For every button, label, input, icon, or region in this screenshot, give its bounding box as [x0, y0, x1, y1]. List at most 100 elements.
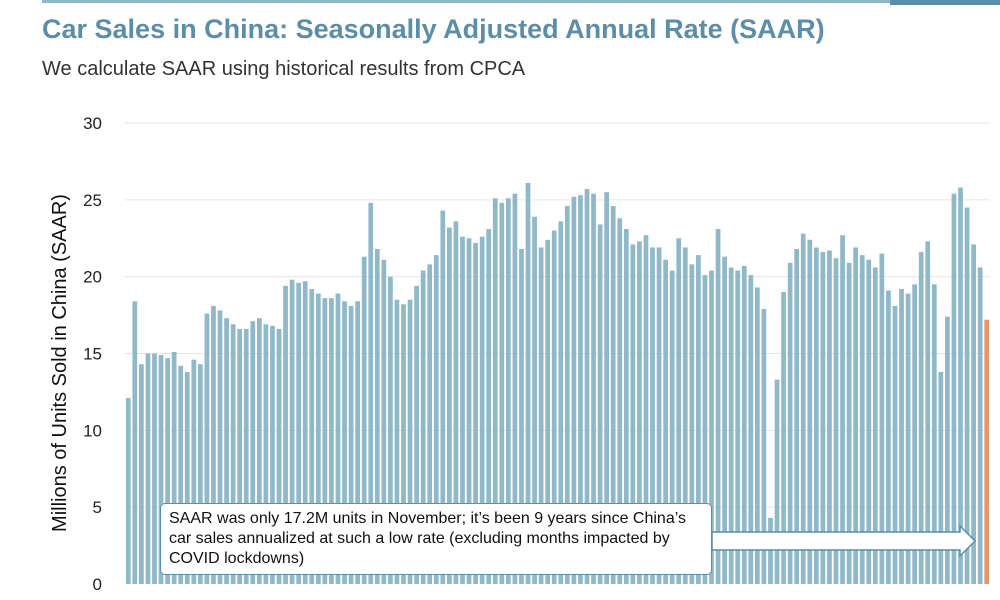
bar	[872, 267, 878, 584]
bar	[610, 205, 616, 585]
bar	[761, 308, 767, 584]
bar	[335, 293, 341, 584]
bar	[237, 328, 243, 584]
bar	[152, 353, 157, 584]
bar	[447, 227, 452, 585]
bar-highlight	[984, 319, 990, 584]
bar	[794, 249, 800, 584]
bar	[243, 328, 249, 584]
bar	[198, 364, 203, 584]
bar	[499, 202, 505, 584]
bar	[813, 247, 819, 584]
bar	[578, 195, 583, 584]
annotation-callout: SAAR was only 17.2M units in November; i…	[160, 503, 712, 575]
bar	[492, 198, 498, 585]
bar	[964, 207, 970, 584]
bar	[165, 358, 170, 584]
bar	[545, 239, 551, 585]
bar	[361, 256, 367, 584]
bar	[709, 270, 714, 584]
bar	[623, 229, 629, 584]
bar	[453, 221, 459, 584]
y-tick-label: 25	[83, 191, 102, 210]
bar	[125, 398, 131, 584]
bar	[460, 236, 465, 584]
bar	[617, 218, 623, 584]
bar	[781, 292, 786, 584]
bar	[329, 298, 334, 584]
bar	[525, 182, 531, 584]
bar	[211, 305, 216, 584]
bar	[833, 258, 839, 584]
bar	[401, 304, 406, 584]
bar	[669, 270, 675, 584]
bar	[774, 379, 780, 584]
page-subtitle: We calculate SAAR using historical resul…	[42, 58, 526, 80]
bar	[158, 355, 164, 584]
bar	[276, 328, 282, 584]
bar	[342, 301, 347, 584]
bar	[355, 301, 360, 584]
bar	[886, 290, 891, 584]
bar	[217, 310, 223, 584]
bar	[473, 242, 478, 585]
bar	[879, 253, 885, 584]
bar	[184, 371, 190, 584]
bar	[532, 216, 537, 585]
bar	[302, 281, 308, 584]
bar	[132, 301, 138, 584]
bar	[663, 259, 668, 584]
bar	[715, 229, 721, 584]
bar	[722, 256, 727, 584]
bar	[289, 279, 295, 584]
bar	[604, 192, 610, 584]
bar	[368, 202, 374, 584]
bar	[270, 325, 275, 584]
bar	[564, 205, 570, 585]
y-tick-label: 10	[83, 421, 102, 440]
bar	[912, 284, 917, 584]
bar	[958, 187, 963, 585]
bar	[931, 284, 937, 584]
bar	[374, 249, 380, 584]
bar	[139, 364, 144, 584]
bar	[768, 517, 773, 584]
bar	[191, 359, 197, 584]
y-axis-label: Millions of Units Sold in China (SAAR)	[49, 194, 71, 532]
bar	[551, 230, 557, 584]
bar	[256, 318, 262, 584]
y-tick-label: 30	[83, 114, 102, 133]
bar	[558, 221, 564, 584]
bar	[145, 353, 151, 584]
bar	[486, 229, 492, 584]
bar	[591, 193, 596, 584]
bar	[512, 193, 518, 584]
y-tick-label: 0	[93, 575, 102, 594]
bar	[971, 244, 976, 584]
bar	[230, 324, 236, 584]
bar	[682, 247, 688, 584]
bar	[250, 321, 256, 584]
bar	[892, 305, 898, 584]
bar	[859, 255, 865, 584]
y-tick-label: 5	[93, 498, 102, 517]
bar	[977, 267, 983, 584]
bar	[224, 318, 229, 584]
bar	[918, 252, 924, 584]
bar	[866, 259, 872, 584]
bar	[696, 255, 701, 584]
bar	[899, 288, 904, 584]
bar	[466, 238, 472, 584]
bar	[427, 264, 433, 584]
bar	[519, 249, 524, 584]
callout-arrow	[711, 524, 977, 558]
bar	[650, 247, 655, 584]
bar	[905, 293, 911, 584]
bar	[945, 316, 950, 584]
top-rule-accent	[890, 0, 1000, 5]
bar	[433, 255, 439, 584]
top-rule	[42, 0, 897, 3]
bar	[630, 244, 636, 584]
bar	[394, 299, 400, 584]
